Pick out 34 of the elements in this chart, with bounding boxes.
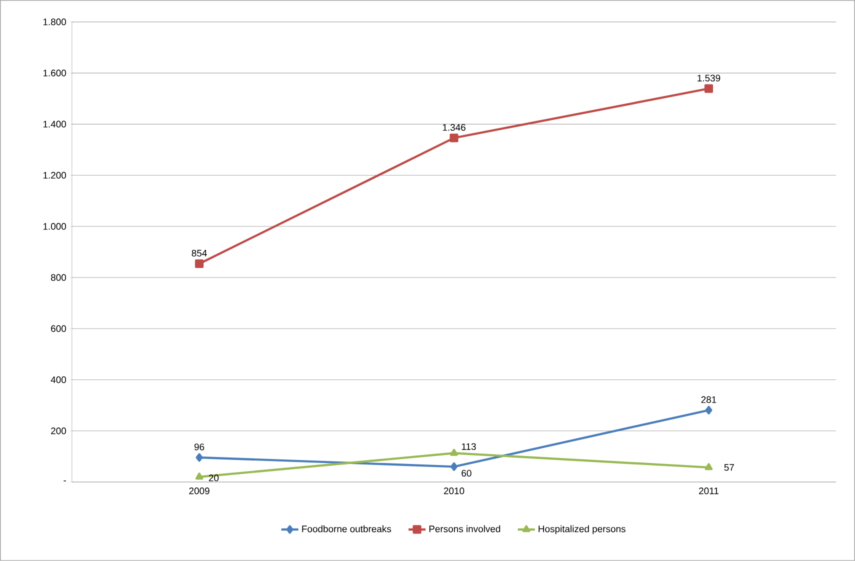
point: [705, 406, 712, 415]
y-tick-label: 1.000: [43, 223, 66, 230]
y-tick-label: 1.200: [43, 172, 66, 179]
y-tick-label: 600: [51, 325, 66, 332]
y-tick-label: 1.400: [43, 120, 66, 128]
y-tick-label: 800: [51, 274, 66, 281]
legend-label: Hospitalized persons: [538, 525, 626, 534]
point: [450, 462, 458, 471]
data-label: 96: [194, 444, 204, 450]
point: [450, 448, 458, 456]
y-tick-label: 400: [50, 376, 66, 384]
y-tick-label: -: [64, 480, 66, 482]
legend-label: Persons involved: [429, 525, 500, 532]
data-label: 854: [192, 250, 207, 257]
y-tick-label: 1.800: [43, 18, 66, 26]
data-label: 57: [724, 464, 734, 471]
data-label: 20: [208, 474, 219, 482]
legend-label: Foodborne outbreaks: [302, 525, 392, 532]
y-tick-label: 200: [51, 428, 66, 434]
data-label: 1.346: [442, 124, 466, 131]
point: [704, 84, 714, 93]
x-tick-label: 2011: [699, 488, 718, 494]
point: [450, 134, 458, 142]
data-label: 1.539: [698, 74, 720, 82]
point: [194, 259, 204, 268]
y-tick-label: 1.600: [43, 70, 66, 76]
point: [195, 472, 204, 480]
point: [196, 453, 203, 462]
data-label: 281: [701, 396, 716, 404]
x-tick-label: 2009: [189, 488, 210, 494]
point: [704, 463, 713, 470]
data-label: 60: [462, 470, 472, 477]
x-tick-label: 2010: [444, 488, 464, 494]
data-label: 113: [462, 443, 476, 450]
